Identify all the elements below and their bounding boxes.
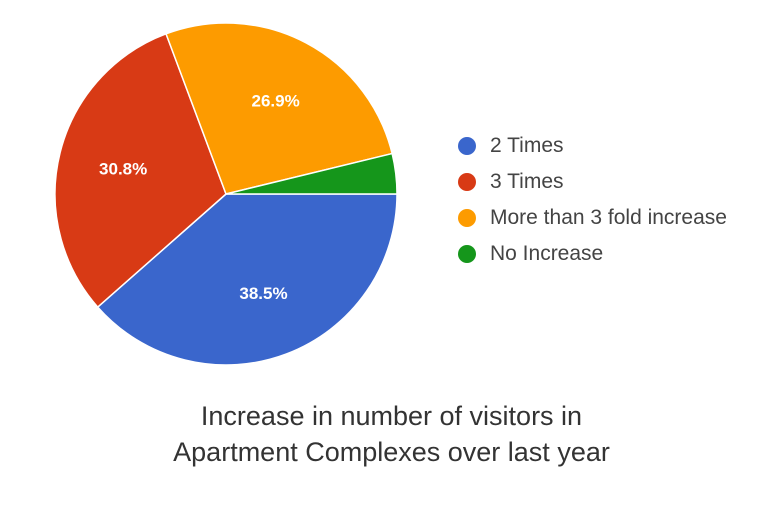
legend-swatch-2-times bbox=[458, 137, 476, 155]
legend: 2 Times 3 Times More than 3 fold increas… bbox=[458, 128, 727, 272]
legend-item-no-increase: No Increase bbox=[458, 236, 727, 272]
slice-more-than-3-fold bbox=[165, 22, 394, 195]
legend-swatch-no-increase bbox=[458, 245, 476, 263]
slice-value-label: 38.5% bbox=[239, 284, 287, 303]
legend-label-2-times: 2 Times bbox=[490, 134, 564, 157]
chart-title-line-2: Apartment Complexes over last year bbox=[173, 437, 610, 467]
legend-item-3-times: 3 Times bbox=[458, 164, 727, 200]
slice-no-increase bbox=[225, 152, 398, 195]
legend-label-3-times: 3 Times bbox=[490, 170, 564, 193]
legend-item-more-than-3-fold: More than 3 fold increase bbox=[458, 200, 727, 236]
slice-3-times bbox=[54, 32, 227, 309]
legend-label-no-increase: No Increase bbox=[490, 242, 604, 265]
legend-label-more-than-3-fold: More than 3 fold increase bbox=[490, 206, 727, 229]
legend-item-2-times: 2 Times bbox=[458, 128, 727, 164]
chart-title: Increase in number of visitors in Apartm… bbox=[0, 398, 783, 470]
slice-2-times bbox=[96, 193, 398, 366]
slice-value-label: 26.9% bbox=[252, 91, 300, 110]
chart-title-line-1: Increase in number of visitors in bbox=[200, 401, 583, 431]
legend-swatch-more-than-3-fold bbox=[458, 209, 476, 227]
legend-swatch-3-times bbox=[458, 173, 476, 191]
slice-value-label: 30.8% bbox=[99, 159, 147, 178]
